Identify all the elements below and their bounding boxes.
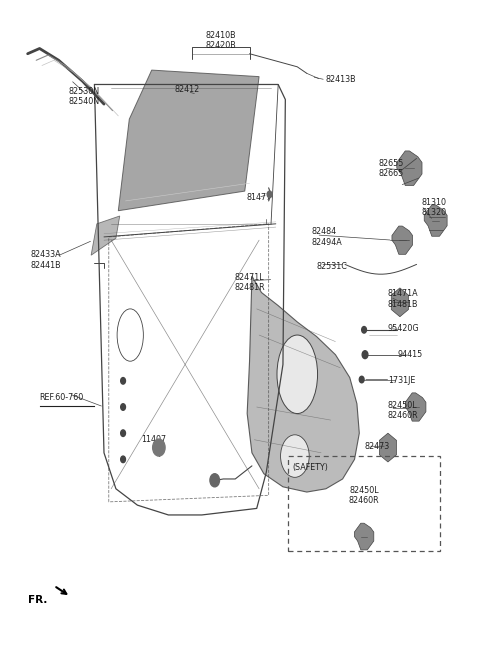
Text: 11407: 11407 bbox=[142, 435, 167, 444]
Polygon shape bbox=[392, 226, 413, 254]
Text: 82450L
82460R: 82450L 82460R bbox=[349, 486, 379, 505]
Polygon shape bbox=[424, 205, 447, 237]
Text: REF.60-760: REF.60-760 bbox=[39, 393, 84, 401]
Polygon shape bbox=[379, 433, 396, 462]
Text: 81477: 81477 bbox=[246, 193, 272, 202]
Circle shape bbox=[120, 404, 125, 410]
Polygon shape bbox=[391, 288, 408, 317]
Text: 82531C: 82531C bbox=[316, 262, 347, 271]
Circle shape bbox=[362, 351, 368, 359]
Circle shape bbox=[120, 430, 125, 436]
Text: 81471A
81481B: 81471A 81481B bbox=[388, 289, 419, 309]
Polygon shape bbox=[247, 276, 360, 492]
Circle shape bbox=[153, 439, 165, 456]
Text: 1731JE: 1731JE bbox=[388, 376, 415, 386]
Text: 82410B
82420B: 82410B 82420B bbox=[205, 31, 236, 51]
Circle shape bbox=[210, 474, 219, 487]
Text: 82530N
82540N: 82530N 82540N bbox=[68, 87, 99, 106]
Text: (SAFETY): (SAFETY) bbox=[292, 463, 328, 472]
Polygon shape bbox=[397, 151, 422, 185]
Polygon shape bbox=[91, 216, 120, 255]
Circle shape bbox=[362, 327, 366, 333]
Text: 82412: 82412 bbox=[175, 85, 200, 94]
Text: FR.: FR. bbox=[28, 595, 47, 605]
Text: 82450L
82460R: 82450L 82460R bbox=[388, 401, 419, 420]
Ellipse shape bbox=[281, 435, 309, 478]
Circle shape bbox=[120, 456, 125, 463]
Circle shape bbox=[267, 191, 272, 198]
Ellipse shape bbox=[277, 335, 318, 413]
Circle shape bbox=[120, 378, 125, 384]
Circle shape bbox=[360, 376, 364, 383]
Text: 95420G: 95420G bbox=[388, 324, 420, 333]
Text: 82471L
82481R: 82471L 82481R bbox=[234, 273, 265, 292]
Text: 82433A
82441B: 82433A 82441B bbox=[30, 250, 60, 269]
Text: 81310
81320: 81310 81320 bbox=[421, 198, 446, 217]
Text: 82655
82665: 82655 82665 bbox=[378, 158, 404, 178]
Polygon shape bbox=[118, 70, 259, 211]
Polygon shape bbox=[354, 523, 374, 550]
Text: 82473: 82473 bbox=[364, 442, 389, 451]
Polygon shape bbox=[405, 393, 426, 421]
Text: 94415: 94415 bbox=[397, 350, 423, 359]
Text: 82413B: 82413B bbox=[326, 76, 357, 84]
Text: 82484
82494A: 82484 82494A bbox=[312, 227, 342, 246]
